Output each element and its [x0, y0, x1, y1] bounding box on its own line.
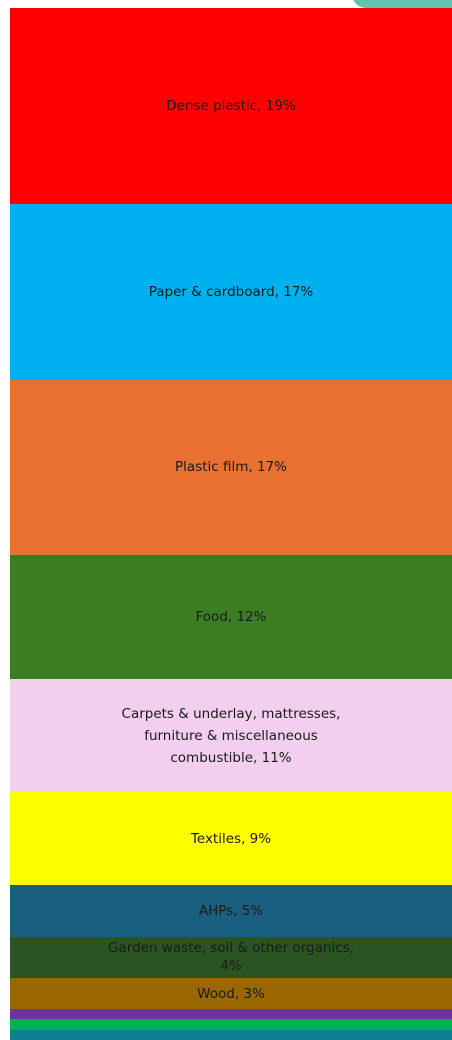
segment-label: Garden waste, soil & other organics, 4%	[108, 940, 354, 975]
segment-label: Wood, 3%	[197, 985, 265, 1002]
segment: Dense plastic, 19%	[10, 8, 452, 205]
segment-label: Dense plastic, 19%	[166, 98, 296, 115]
segment: Carpets & underlay, mattresses, furnitur…	[10, 678, 452, 793]
segment: Food, 12%	[10, 554, 452, 679]
segment-label: Paper & cardboard, 17%	[148, 283, 314, 300]
segment-label: Plastic film, 17%	[175, 459, 287, 476]
segment-label: Textiles, 9%	[190, 830, 272, 847]
segment	[10, 1009, 452, 1020]
segment: Paper & cardboard, 17%	[10, 204, 452, 380]
segment	[10, 1019, 452, 1030]
segment: Textiles, 9%	[10, 792, 452, 886]
segment: Garden waste, soil & other organics, 4%	[10, 936, 452, 979]
segment: Wood, 3%	[10, 978, 452, 1010]
segment-label: Food, 12%	[195, 608, 267, 625]
segment: AHPs, 5%	[10, 885, 452, 937]
segment-label: Carpets & underlay, mattresses, furnitur…	[121, 705, 341, 766]
segment	[10, 1029, 452, 1040]
corner-decoration	[352, 0, 452, 8]
segment: Plastic film, 17%	[10, 379, 452, 555]
segment-label: AHPs, 5%	[198, 902, 264, 919]
